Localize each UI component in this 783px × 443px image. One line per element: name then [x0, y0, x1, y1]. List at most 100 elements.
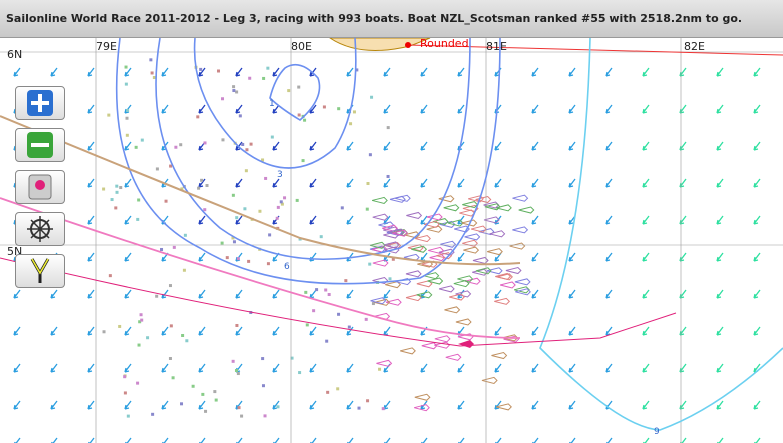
- boat-dot: [344, 279, 348, 283]
- wind-arrow: [457, 252, 465, 262]
- wind-arrow: [568, 289, 576, 299]
- wind-arrow: [753, 400, 761, 410]
- wind-arrow: [642, 67, 650, 77]
- wind-arrow: [272, 363, 280, 373]
- route-track: [0, 115, 521, 266]
- wind-arrow: [420, 178, 428, 188]
- boat-dot: [108, 274, 112, 278]
- boat: [374, 298, 391, 306]
- boat-dot: [126, 414, 130, 418]
- wind-arrow: [642, 215, 650, 225]
- boat-dot: [240, 414, 244, 418]
- wind-arrow: [457, 67, 465, 77]
- boat-dot: [315, 288, 319, 292]
- boat: [434, 335, 451, 343]
- wind-arrow: [605, 178, 613, 188]
- boat: [495, 272, 511, 281]
- title-bar: Sailonline World Race 2011-2012 - Leg 3,…: [0, 0, 783, 38]
- boat: [369, 241, 386, 249]
- boat: [505, 266, 522, 275]
- boat-dot: [125, 133, 129, 137]
- wind-arrow: [568, 326, 576, 336]
- boat-dot: [214, 398, 218, 402]
- boat: [454, 225, 470, 233]
- boat: [414, 393, 431, 401]
- boat-dot: [183, 233, 187, 237]
- boat-dot: [337, 312, 341, 316]
- wind-arrow: [457, 400, 465, 410]
- boat-dot: [124, 82, 128, 86]
- boat-dot: [160, 247, 164, 251]
- boat-dot: [258, 209, 262, 213]
- sail-button[interactable]: [15, 254, 65, 288]
- boat-dot: [124, 65, 128, 69]
- boat-dot: [182, 268, 186, 272]
- boat-track: [0, 257, 677, 347]
- boat-dot: [107, 113, 111, 117]
- wind-arrow: [50, 326, 58, 336]
- boat-dot: [138, 320, 142, 324]
- wind-arrow: [13, 363, 21, 373]
- boat-dot: [340, 206, 344, 210]
- wind-arrow: [13, 289, 21, 299]
- boat-dot: [301, 159, 305, 163]
- boat-dot: [140, 138, 144, 142]
- boat-dot: [326, 390, 330, 394]
- boat-dot: [297, 113, 301, 117]
- wind-arrow: [753, 67, 761, 77]
- boat-dot: [201, 392, 205, 396]
- wind-arrow: [199, 437, 206, 443]
- boat-dot: [232, 240, 236, 244]
- wind-arrow: [605, 326, 613, 336]
- center-boat-button[interactable]: [15, 170, 65, 204]
- wind-arrow: [198, 289, 206, 299]
- boat-dot: [264, 176, 268, 180]
- boat-dot: [102, 330, 106, 334]
- wind-arrow: [753, 289, 761, 299]
- boat-dot: [241, 142, 245, 146]
- boat-dot: [275, 216, 279, 220]
- wind-arrow: [88, 437, 95, 443]
- wind-arrow: [569, 437, 576, 443]
- boat: [438, 285, 455, 293]
- wind-arrow: [457, 363, 465, 373]
- wind-arrow: [13, 400, 21, 410]
- steering-button[interactable]: [15, 212, 65, 246]
- boat: [414, 404, 430, 412]
- wind-arrow: [162, 437, 169, 443]
- boat-dot: [205, 184, 209, 188]
- boat-dot: [368, 262, 372, 266]
- boat-dot: [234, 369, 238, 373]
- contour-label: 6: [284, 262, 290, 272]
- wind-arrow: [198, 400, 206, 410]
- boat-dot: [232, 89, 236, 93]
- wind-arrow: [13, 67, 21, 77]
- zoom-out-button[interactable]: [15, 128, 65, 162]
- wind-arrow: [346, 326, 354, 336]
- wind-arrow: [383, 178, 391, 188]
- zoom-in-button[interactable]: [15, 86, 65, 120]
- boat-dot: [200, 178, 204, 182]
- wind-arrow: [87, 104, 95, 114]
- wind-arrow: [532, 437, 539, 443]
- wind-arrow: [383, 400, 391, 410]
- boat-dot: [220, 241, 224, 245]
- boat: [416, 291, 433, 299]
- boat-dot: [245, 148, 249, 152]
- boat: [406, 211, 423, 220]
- boat: [512, 226, 529, 234]
- boat-dot: [355, 68, 359, 72]
- boat-dot: [298, 237, 302, 241]
- boat: [385, 281, 401, 289]
- wind-arrow: [420, 252, 428, 262]
- wind-arrow: [642, 141, 650, 151]
- wind-arrow: [236, 437, 243, 443]
- wind-arrow: [50, 400, 58, 410]
- boat-dot: [110, 198, 114, 202]
- boat-dot: [179, 143, 183, 147]
- map: Rounded. 6N 5N 79E 80E 81E 82E 1 3 6 9: [0, 38, 783, 443]
- boat: [514, 286, 530, 294]
- boat: [449, 293, 465, 301]
- wind-arrow: [87, 400, 95, 410]
- wind-arrow: [716, 215, 724, 225]
